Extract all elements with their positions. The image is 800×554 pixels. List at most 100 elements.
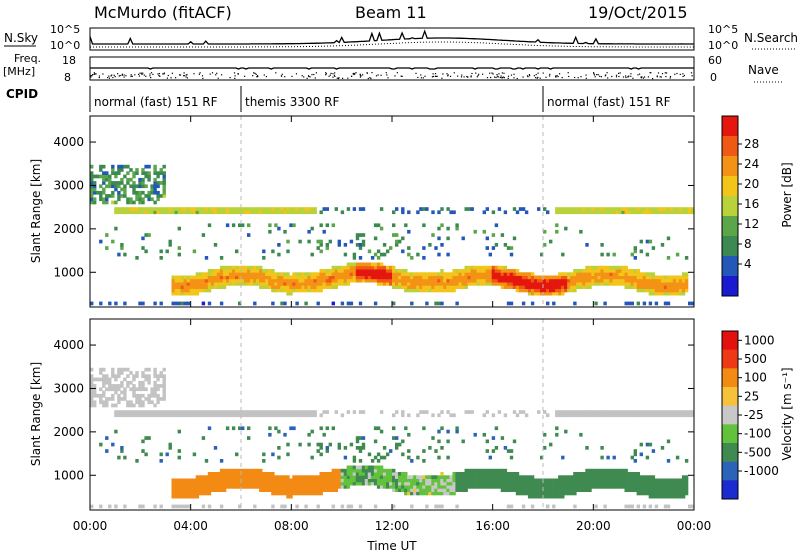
power-cell — [153, 177, 157, 182]
power-cell — [355, 265, 360, 270]
velocity-cell — [256, 475, 260, 479]
power-cell — [464, 285, 468, 289]
power-cell — [684, 275, 689, 280]
velocity-cell — [195, 475, 200, 479]
velocity-cell — [343, 446, 348, 450]
velocity-cell — [295, 478, 299, 483]
nave-dot — [121, 73, 123, 75]
velocity-cell — [579, 410, 583, 414]
velocity-cell — [337, 446, 341, 450]
power-cell — [370, 272, 375, 276]
power-cell — [621, 210, 625, 215]
power-cell — [500, 265, 505, 270]
power-cell — [171, 278, 175, 283]
velocity-cell — [198, 491, 203, 496]
velocity-cell — [165, 452, 169, 457]
power-cell — [573, 269, 577, 273]
power-cell — [132, 207, 136, 211]
power-cell — [612, 207, 616, 211]
power-cell — [111, 168, 115, 172]
velocity-cell — [319, 452, 323, 457]
velocity-cell — [684, 485, 689, 489]
velocity-cell — [666, 439, 671, 444]
power-cell — [186, 207, 190, 211]
velocity-cell — [621, 478, 625, 483]
velocity-cell — [470, 478, 474, 483]
velocity-cell — [657, 481, 662, 486]
power-cell — [126, 164, 130, 169]
power-cell — [488, 265, 492, 270]
velocity-cell — [259, 478, 263, 483]
nave-dot — [385, 72, 387, 74]
nave-dot — [360, 75, 362, 77]
power-cell — [567, 278, 571, 283]
velocity-cell — [645, 475, 650, 479]
velocity-cell — [633, 475, 637, 479]
power-cell — [132, 181, 136, 185]
velocity-cell — [624, 413, 628, 418]
power-cell — [437, 285, 441, 289]
velocity-cell — [570, 410, 574, 414]
power-cell — [262, 249, 266, 254]
velocity-cell — [660, 413, 665, 418]
power-cell — [582, 275, 586, 280]
velocity-cell — [627, 410, 631, 414]
power-cell — [132, 171, 136, 175]
power-cell — [561, 272, 565, 276]
velocity-cell — [138, 410, 142, 414]
colorbar-tick-label: 8 — [744, 237, 752, 251]
velocity-cell — [286, 475, 290, 479]
velocity-cell — [105, 374, 109, 378]
velocity-cell — [530, 481, 535, 486]
velocity-cell — [654, 413, 659, 418]
power-cell — [259, 278, 263, 283]
power-cell — [413, 278, 417, 283]
power-cell — [274, 278, 278, 283]
velocity-cell — [540, 494, 544, 499]
power-cell — [470, 269, 474, 273]
power-cell — [346, 269, 351, 273]
power-cell — [228, 275, 233, 280]
power-cell — [527, 278, 532, 283]
velocity-cell — [464, 481, 468, 486]
nave-dot — [580, 76, 582, 78]
velocity-cell — [672, 410, 677, 414]
velocity-cell — [219, 410, 224, 414]
power-cell — [331, 223, 335, 228]
nave-dot — [463, 76, 465, 78]
velocity-cell — [431, 488, 435, 492]
power-cell — [684, 278, 689, 283]
nave-dot — [111, 74, 113, 76]
power-cell — [105, 246, 109, 250]
power-cell — [138, 207, 142, 211]
velocity-cell — [253, 468, 257, 473]
power-cell — [485, 272, 489, 276]
power-cell — [352, 207, 357, 211]
velocity-cell — [192, 410, 197, 414]
power-cell — [395, 275, 399, 280]
power-cell — [132, 187, 136, 192]
velocity-cell — [660, 478, 665, 483]
power-cell — [527, 285, 532, 289]
power-cell — [537, 282, 541, 286]
power-cell — [271, 288, 275, 293]
nave-dot — [526, 75, 529, 77]
velocity-cell — [633, 488, 637, 492]
velocity-cell — [126, 380, 130, 385]
power-cell — [216, 210, 221, 215]
power-cell — [262, 272, 266, 276]
velocity-cell — [651, 475, 656, 479]
nave-dot — [625, 75, 627, 77]
power-cell — [319, 288, 323, 293]
nave-dot — [234, 75, 236, 77]
power-cell — [183, 288, 187, 293]
velocity-cell — [304, 504, 308, 509]
velocity-cell — [331, 468, 335, 473]
velocity-cell — [527, 485, 532, 489]
power-cell — [401, 249, 405, 254]
power-cell — [373, 269, 378, 273]
power-cell — [422, 207, 426, 211]
power-cell — [292, 210, 296, 215]
power-cell — [274, 210, 278, 215]
power-cell — [280, 272, 284, 276]
